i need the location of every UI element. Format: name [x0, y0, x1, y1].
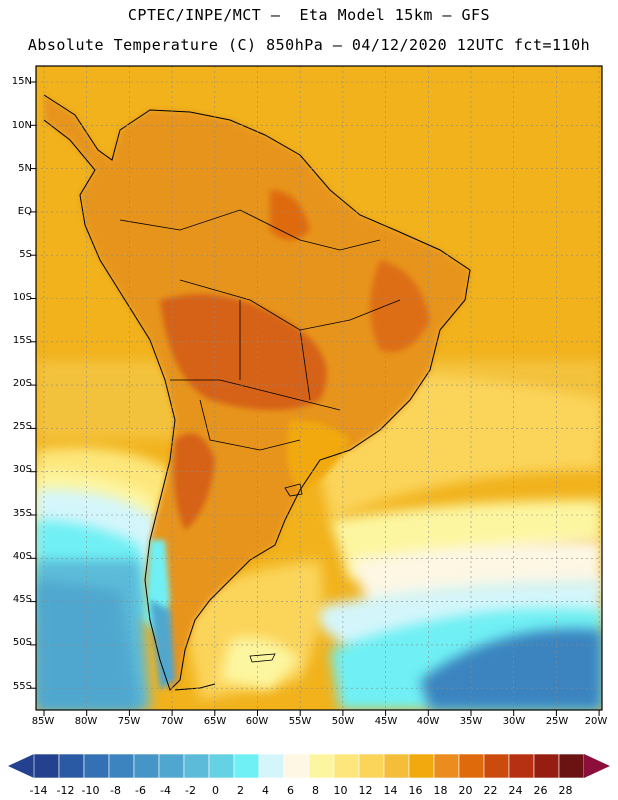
lon-label-60w: 60W	[245, 716, 269, 727]
colorbar-swatch	[233, 753, 260, 779]
colorbar-label: 24	[508, 784, 523, 797]
colorbar-swatch	[158, 753, 185, 779]
lat-label-45s: 45S	[12, 594, 32, 605]
colorbar-swatch	[33, 753, 60, 779]
colorbar-min-arrow	[8, 754, 34, 778]
colorbar-max-arrow	[584, 754, 610, 778]
colorbar	[8, 753, 610, 779]
colorbar-swatch	[483, 753, 510, 779]
colorbar-swatch	[558, 753, 585, 779]
lon-label-45w: 45W	[374, 716, 398, 727]
lat-label-15n: 15N	[11, 76, 32, 87]
lon-label-30w: 30W	[502, 716, 526, 727]
lon-label-75w: 75W	[117, 716, 141, 727]
lon-label-80w: 80W	[74, 716, 98, 727]
colorbar-swatch	[408, 753, 435, 779]
colorbar-label: 20	[458, 784, 473, 797]
colorbar-swatch	[383, 753, 410, 779]
atlantic-coldest-field	[420, 628, 602, 710]
lon-label-25w: 25W	[545, 716, 569, 727]
coastline	[43, 94, 471, 691]
lon-label-65w: 65W	[203, 716, 227, 727]
colorbar-swatch	[133, 753, 160, 779]
lat-label-30s: 30S	[12, 464, 32, 475]
colorbar-label: 8	[312, 784, 319, 797]
colorbar-swatch	[83, 753, 110, 779]
lon-label-20w: 20W	[584, 716, 608, 727]
colorbar-label: -8	[110, 784, 121, 797]
colorbar-swatch	[433, 753, 460, 779]
axis-ticks	[30, 81, 600, 716]
patagonia-pale-patch	[220, 637, 300, 690]
lon-label-40w: 40W	[416, 716, 440, 727]
lat-label-15s: 15S	[12, 335, 32, 346]
andes-heat-core	[173, 433, 215, 530]
colorbar-label: 28	[558, 784, 573, 797]
lat-label-5n: 5N	[18, 163, 32, 174]
lat-label-5s: 5S	[19, 249, 32, 260]
lagoa-dos-patos	[284, 483, 303, 497]
central-heat-core	[160, 294, 327, 410]
colorbar-swatch	[283, 753, 310, 779]
map-frame	[35, 65, 603, 711]
colorbar-swatch	[208, 753, 235, 779]
colorbar-label: 12	[358, 784, 373, 797]
falkland-islands	[249, 653, 276, 663]
lat-label-50s: 50S	[12, 637, 32, 648]
lon-label-85w: 85W	[31, 716, 55, 727]
colorbar-label: -10	[81, 784, 100, 797]
lat-label-20s: 20S	[12, 378, 32, 389]
map-subtitle: Absolute Temperature (C) 850hPa – 04/12/…	[27, 36, 591, 54]
lat-label-eq: EQ	[17, 206, 32, 217]
country-borders	[119, 209, 401, 451]
colorbar-label: 18	[433, 784, 448, 797]
colorbar-label: 16	[408, 784, 423, 797]
lat-lon-grid	[36, 66, 602, 710]
colorbar-label: -6	[135, 784, 146, 797]
colorbar-label: 2	[237, 784, 244, 797]
colorbar-label: 14	[383, 784, 398, 797]
colorbar-label: -14	[29, 784, 48, 797]
colorbar-label: 4	[262, 784, 269, 797]
lon-label-50w: 50W	[331, 716, 355, 727]
colorbar-swatch	[508, 753, 535, 779]
colorbar-swatch	[308, 753, 335, 779]
colorbar-label: 10	[333, 784, 348, 797]
colorbar-label: -2	[185, 784, 196, 797]
lat-label-10s: 10S	[12, 292, 32, 303]
colorbar-label: 22	[483, 784, 498, 797]
colorbar-label: 0	[212, 784, 219, 797]
temperature-map	[30, 65, 603, 716]
lat-label-25s: 25S	[12, 421, 32, 432]
lon-label-70w: 70W	[160, 716, 184, 727]
colorbar-swatch	[258, 753, 285, 779]
northeast-heat-core	[370, 260, 430, 352]
lat-label-10n: 10N	[11, 120, 32, 131]
lon-label-35w: 35W	[459, 716, 483, 727]
colorbar-label: 6	[287, 784, 294, 797]
colorbar-swatch	[533, 753, 560, 779]
colorbar-swatch	[358, 753, 385, 779]
colorbar-swatches	[33, 753, 585, 779]
colorbar-swatch	[183, 753, 210, 779]
colorbar-swatch	[333, 753, 360, 779]
model-title: CPTEC/INPE/MCT – Eta Model 15km – GFS	[127, 6, 491, 24]
lon-label-55w: 55W	[288, 716, 312, 727]
lat-label-40s: 40S	[12, 551, 32, 562]
tierra-del-fuego	[174, 683, 216, 691]
colorbar-swatch	[58, 753, 85, 779]
colorbar-swatch	[108, 753, 135, 779]
lat-label-55s: 55S	[12, 681, 32, 692]
colorbar-swatch	[458, 753, 485, 779]
lat-label-35s: 35S	[12, 508, 32, 519]
colorbar-label: -4	[160, 784, 171, 797]
southeast-land-patch	[286, 420, 350, 490]
colorbar-label: 26	[533, 784, 548, 797]
colorbar-label: -12	[56, 784, 75, 797]
